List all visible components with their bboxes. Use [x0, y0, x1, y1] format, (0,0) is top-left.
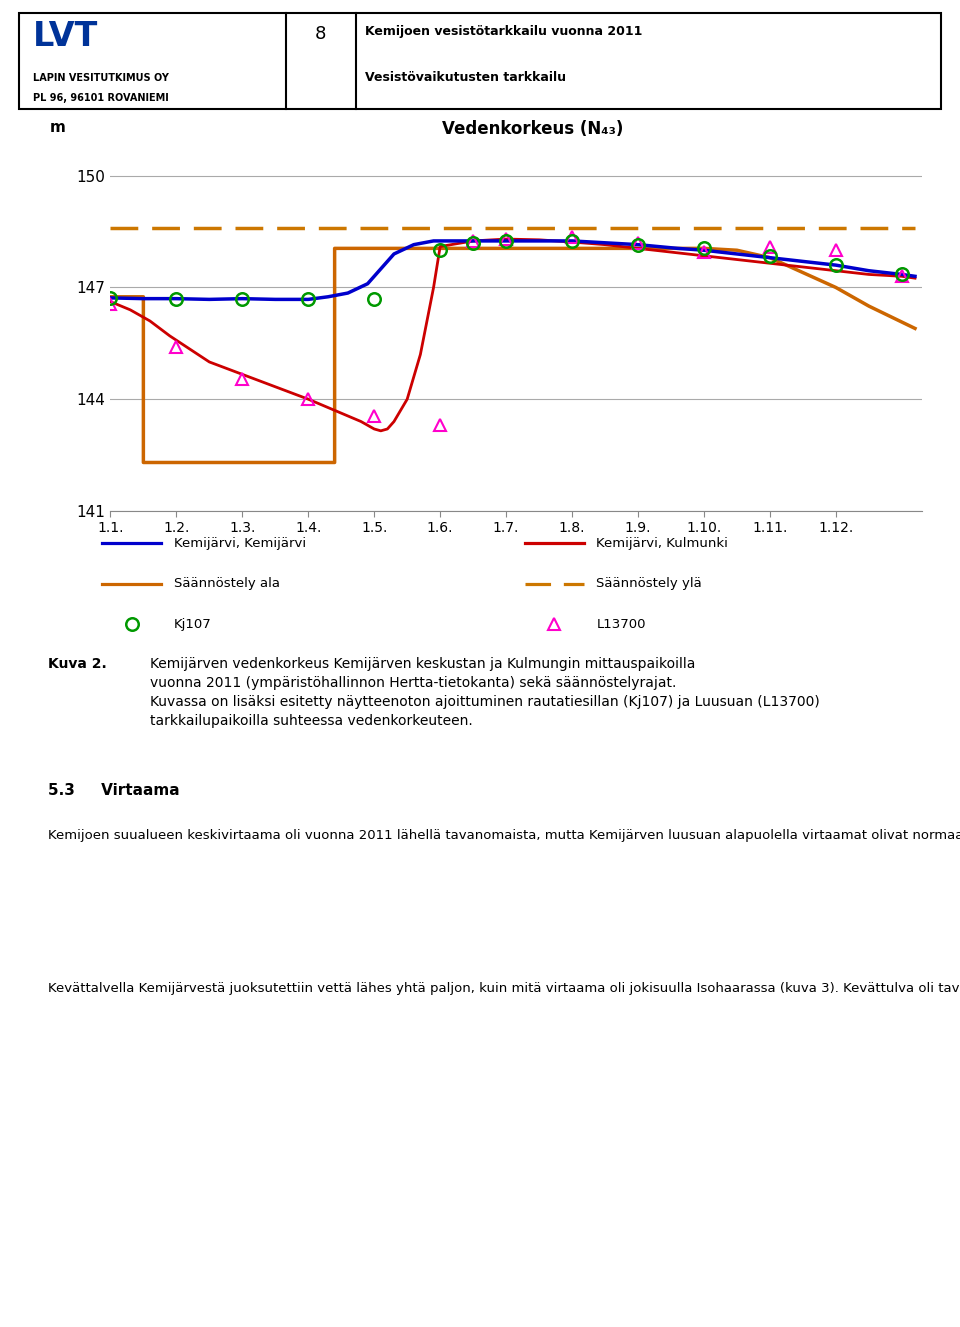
Text: Säännöstely ylä: Säännöstely ylä: [596, 577, 702, 591]
Text: Kemijoen vesistötarkkailu vuonna 2011: Kemijoen vesistötarkkailu vuonna 2011: [365, 25, 642, 37]
Text: m: m: [50, 121, 65, 135]
Text: Kuva 2.: Kuva 2.: [48, 657, 107, 671]
Text: Kemijärvi, Kemijärvi: Kemijärvi, Kemijärvi: [174, 537, 306, 549]
Text: LVT: LVT: [33, 20, 98, 53]
Text: L13700: L13700: [596, 618, 646, 630]
Text: Kj107: Kj107: [174, 618, 212, 630]
Text: Kevättalvella Kemijärvestä juoksutettiin vettä lähes yhtä paljon, kuin mitä virt: Kevättalvella Kemijärvestä juoksutettiin…: [48, 982, 960, 995]
Text: Vesistövaikutusten tarkkailu: Vesistövaikutusten tarkkailu: [365, 70, 565, 84]
Text: PL 96, 96101 ROVANIEMI: PL 96, 96101 ROVANIEMI: [33, 93, 169, 102]
Text: Säännöstely ala: Säännöstely ala: [174, 577, 280, 591]
Text: Kemijoen suualueen keskivirtaama oli vuonna 2011 lähellä tavanomaista, mutta Kem: Kemijoen suualueen keskivirtaama oli vuo…: [48, 828, 960, 841]
Text: 5.3     Virtaama: 5.3 Virtaama: [48, 783, 180, 798]
Text: Kemijärvi, Kulmunki: Kemijärvi, Kulmunki: [596, 537, 729, 549]
Text: 8: 8: [315, 25, 326, 42]
Text: LAPIN VESITUTKIMUS OY: LAPIN VESITUTKIMUS OY: [33, 73, 169, 82]
Text: Vedenkorkeus (N₄₃): Vedenkorkeus (N₄₃): [442, 121, 623, 138]
Text: Kemijärven vedenkorkeus Kemijärven keskustan ja Kulmungin mittauspaikoilla
vuonn: Kemijärven vedenkorkeus Kemijärven kesku…: [150, 657, 819, 727]
